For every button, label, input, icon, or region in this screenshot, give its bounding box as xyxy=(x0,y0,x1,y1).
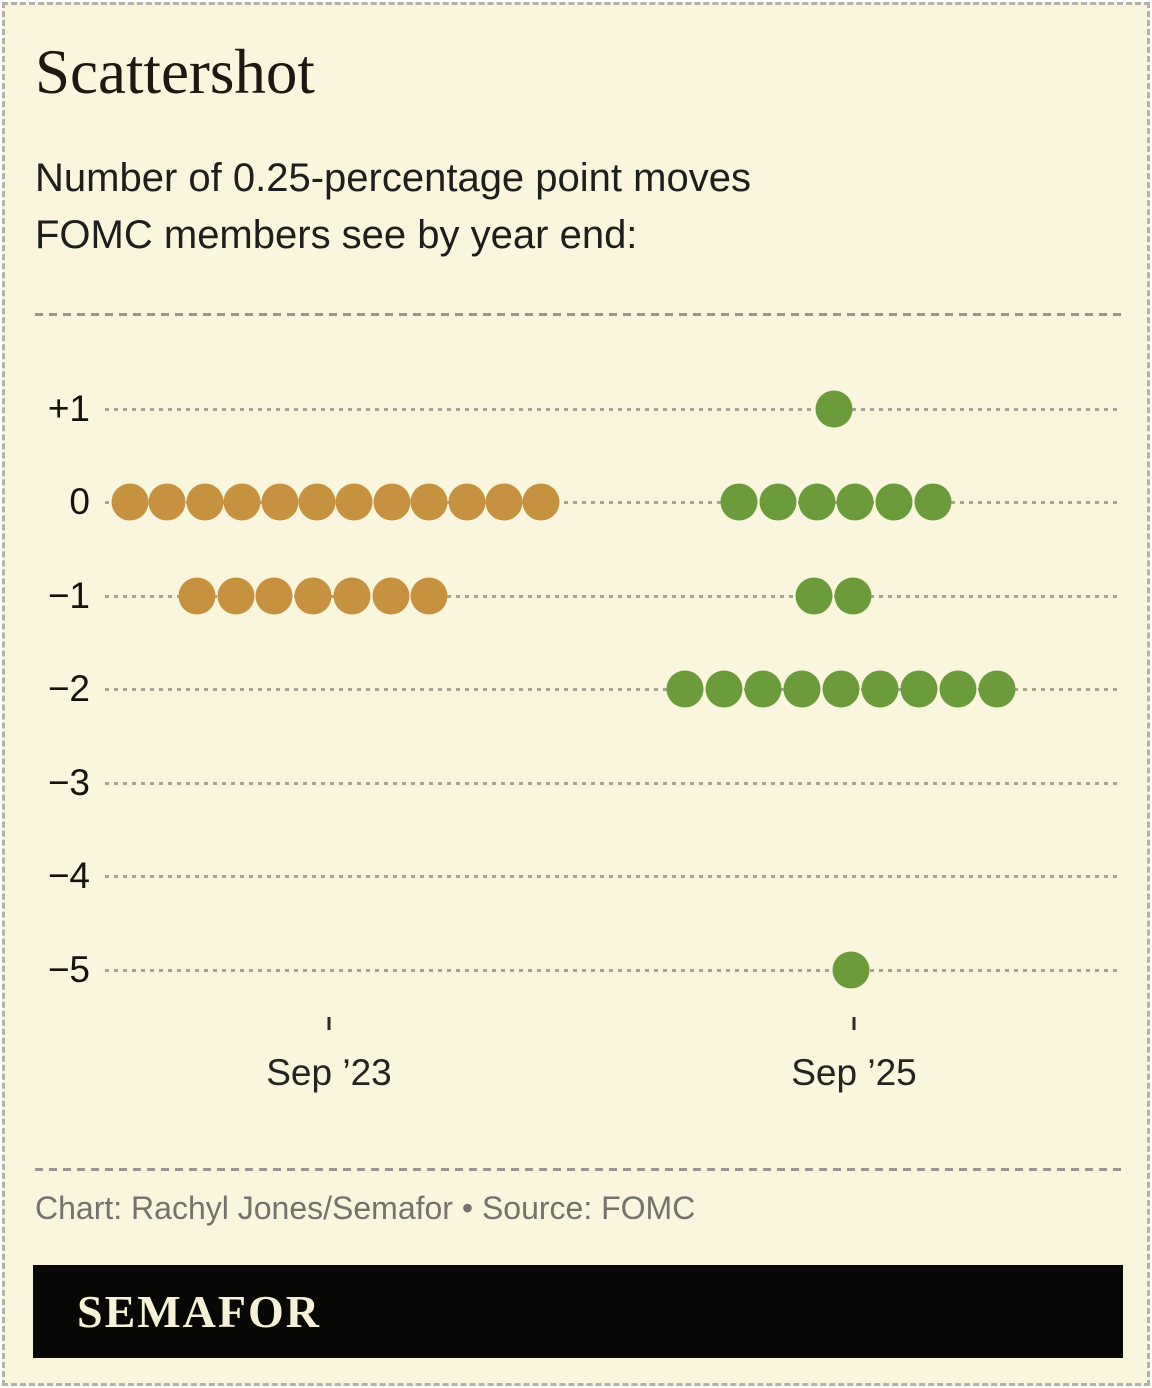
data-dot xyxy=(900,670,938,708)
data-dot xyxy=(783,670,821,708)
x-axis-tick-label: Sep ’23 xyxy=(266,1052,392,1093)
data-dot xyxy=(298,483,336,521)
data-dot xyxy=(759,483,797,521)
y-gridline xyxy=(105,875,1122,878)
y-axis-tick-label: −2 xyxy=(47,668,90,709)
x-axis-tick xyxy=(852,1017,856,1030)
data-dot xyxy=(410,483,448,521)
data-dot xyxy=(485,483,523,521)
y-axis-tick-label: +1 xyxy=(47,388,90,429)
data-dot xyxy=(666,670,704,708)
y-gridline xyxy=(105,408,1122,411)
chart-title: Scattershot xyxy=(35,37,315,107)
data-dot xyxy=(978,670,1016,708)
x-axis-tick-label: Sep ’25 xyxy=(791,1052,917,1093)
data-dot xyxy=(217,577,255,615)
data-dot xyxy=(744,670,782,708)
y-gridline xyxy=(105,688,1122,691)
data-dot xyxy=(861,670,899,708)
data-dot xyxy=(875,483,913,521)
data-dot xyxy=(815,390,853,428)
y-axis-tick-label: −1 xyxy=(47,575,90,616)
data-dot xyxy=(261,483,299,521)
data-dot xyxy=(223,483,261,521)
data-dot xyxy=(335,483,373,521)
data-dot xyxy=(372,577,409,615)
data-dot xyxy=(705,670,743,708)
data-dot xyxy=(939,670,977,708)
data-dot xyxy=(448,483,486,521)
chart-subtitle: Number of 0.25-percentage point moves FO… xyxy=(35,156,751,257)
data-dot xyxy=(333,577,371,615)
chart-credit: Chart: Rachyl Jones/Semafor • Source: FO… xyxy=(35,1190,696,1226)
data-dot xyxy=(373,483,411,521)
data-dot xyxy=(111,483,149,521)
y-axis-tick-label: 0 xyxy=(69,481,90,522)
y-gridline xyxy=(105,782,1122,785)
data-dot xyxy=(148,483,186,521)
y-axis-tick-label: −5 xyxy=(47,949,90,990)
y-gridline xyxy=(105,595,1122,598)
semafor-logo-bar: SEMAFOR xyxy=(33,1265,1123,1358)
data-dot xyxy=(832,951,870,989)
data-dot xyxy=(798,483,836,521)
top-separator-line xyxy=(35,313,1121,316)
data-dot xyxy=(410,577,448,615)
data-dot xyxy=(178,577,216,615)
data-dot xyxy=(795,577,833,615)
y-gridline xyxy=(105,501,1122,504)
data-dot xyxy=(720,483,758,521)
data-dot xyxy=(186,483,224,521)
data-dot xyxy=(522,483,560,521)
y-axis-tick-label: −4 xyxy=(47,855,90,896)
semafor-wordmark: SEMAFOR xyxy=(77,1286,321,1337)
data-dot xyxy=(822,670,860,708)
data-dot xyxy=(836,483,874,521)
y-axis-tick-label: −3 xyxy=(47,762,90,803)
bottom-separator-line xyxy=(35,1168,1121,1171)
data-dot xyxy=(255,577,293,615)
data-dot xyxy=(914,483,952,521)
data-dot xyxy=(834,577,872,615)
y-gridline xyxy=(105,969,1122,972)
x-axis-tick xyxy=(327,1017,331,1030)
data-dot xyxy=(294,577,332,615)
